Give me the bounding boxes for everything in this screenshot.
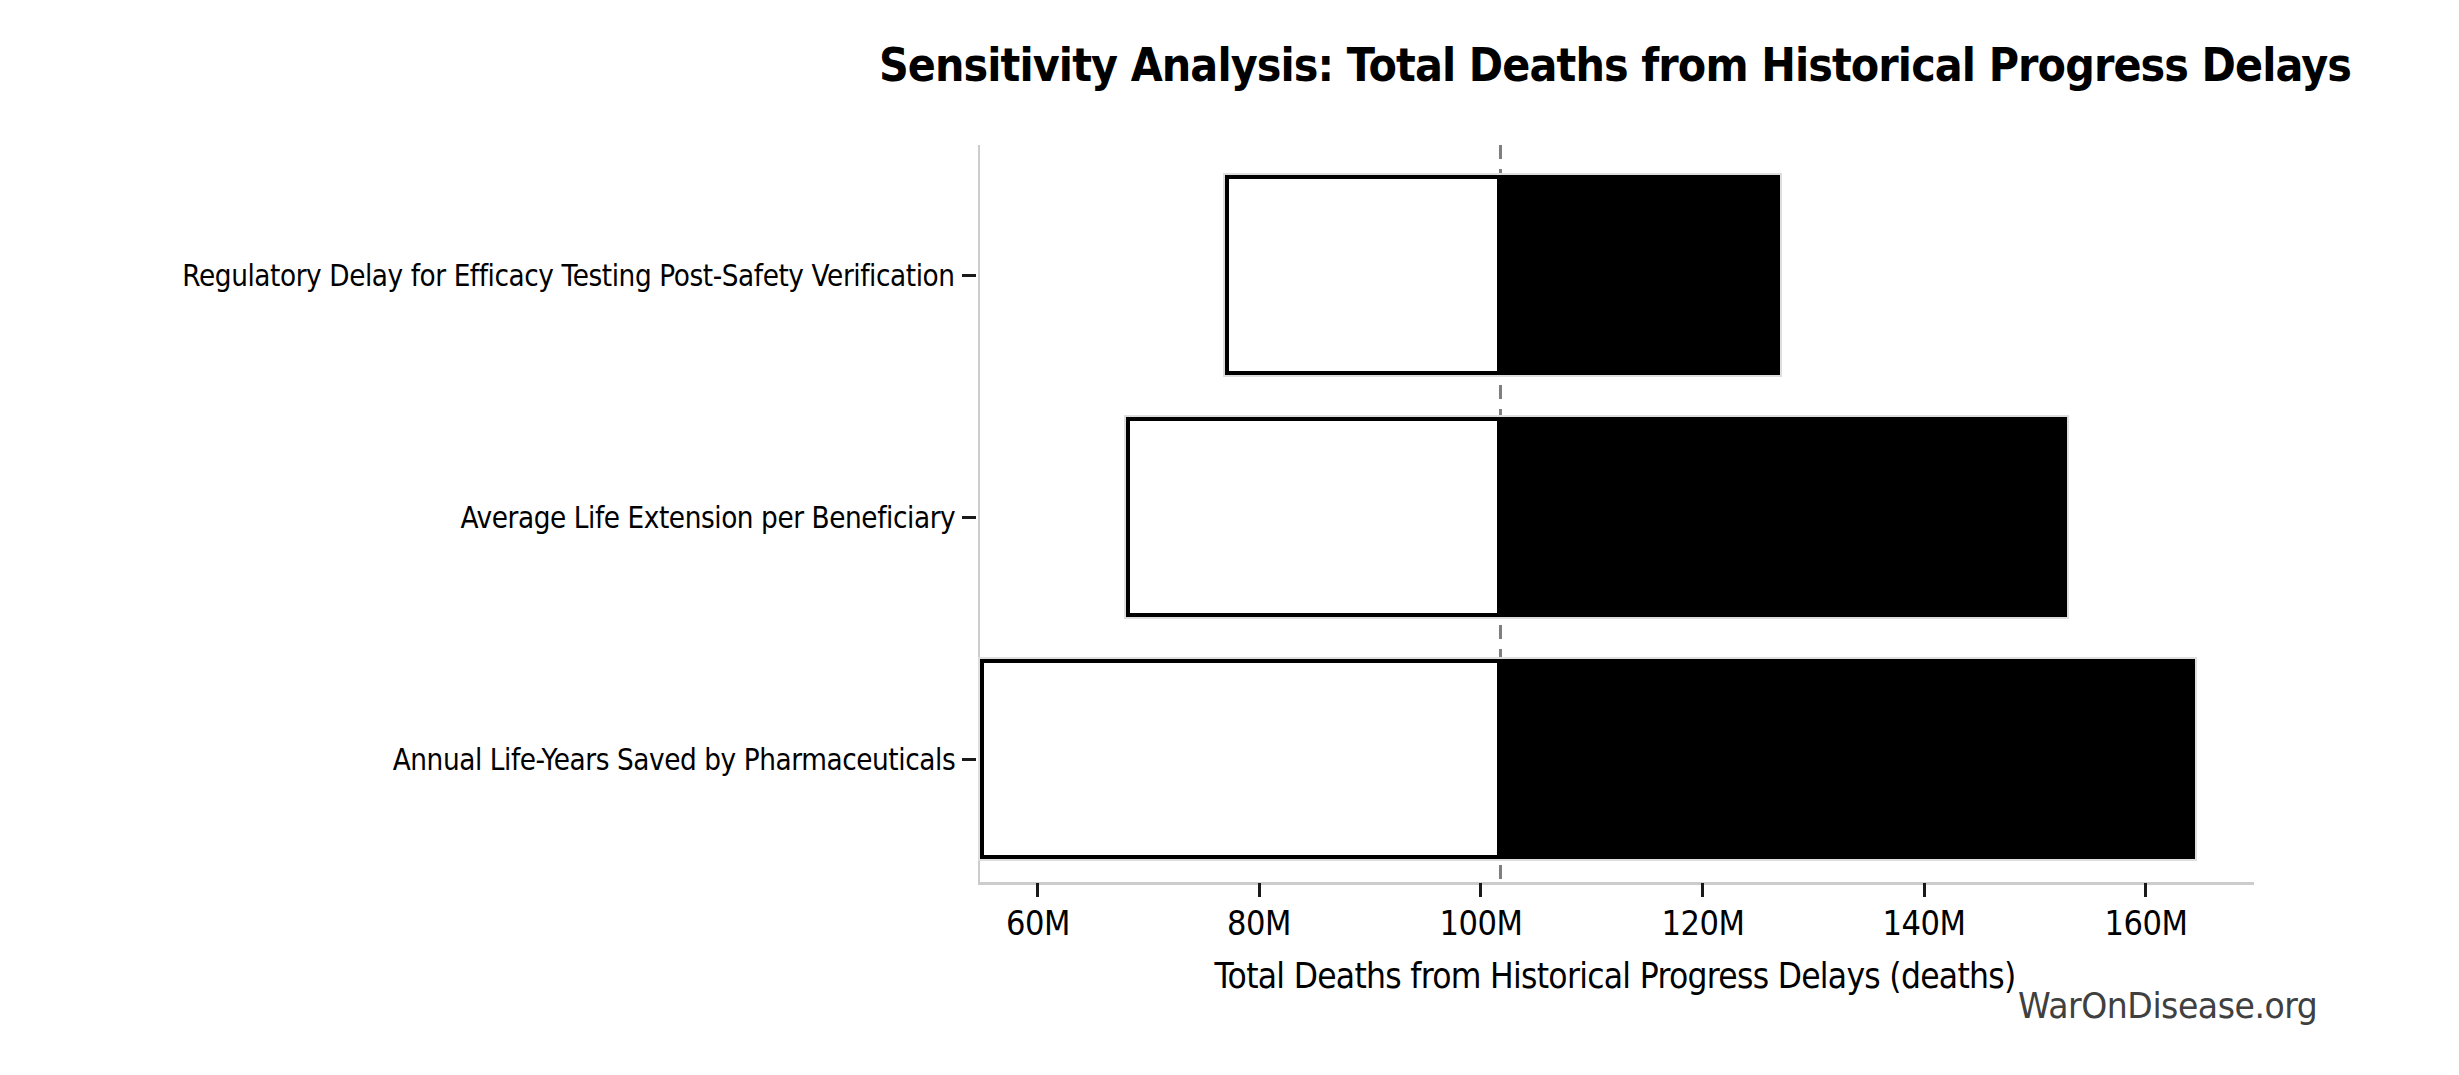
x-tick-mark	[2144, 883, 2147, 897]
x-tick-label: 140M	[1883, 903, 1966, 943]
y-axis-category-label: Average Life Extension per Beneficiary	[460, 500, 955, 535]
y-tick-mark	[962, 758, 976, 761]
bar-low-segment	[980, 659, 1501, 859]
y-tick-mark	[962, 274, 976, 277]
x-tick-label: 60M	[1006, 903, 1070, 943]
tornado-bar	[980, 659, 2195, 859]
x-tick-label: 100M	[1439, 903, 1522, 943]
bar-high-segment	[1501, 175, 1780, 375]
y-tick-mark	[962, 516, 976, 519]
y-axis-category-label: Regulatory Delay for Efficacy Testing Po…	[183, 258, 955, 293]
tornado-bar	[1225, 175, 1780, 375]
bar-high-segment	[1501, 659, 2196, 859]
x-tick-mark	[1701, 883, 1704, 897]
x-tick-label: 80M	[1227, 903, 1291, 943]
plot-area	[978, 145, 2254, 885]
x-tick-mark	[1479, 883, 1482, 897]
watermark-text: WarOnDisease.org	[2018, 985, 2317, 1026]
y-axis-category-label: Annual Life-Years Saved by Pharmaceutica…	[393, 742, 955, 777]
x-tick-label: 160M	[2104, 903, 2187, 943]
chart-figure: Sensitivity Analysis: Total Deaths from …	[0, 0, 2459, 1075]
x-tick-mark	[1923, 883, 1926, 897]
x-tick-mark	[1036, 883, 1039, 897]
x-tick-mark	[1258, 883, 1261, 897]
x-axis-label: Total Deaths from Historical Progress De…	[1214, 956, 2015, 996]
chart-title: Sensitivity Analysis: Total Deaths from …	[879, 38, 2351, 92]
tornado-bar	[1126, 417, 2067, 617]
bar-high-segment	[1501, 417, 2067, 617]
x-tick-label: 120M	[1661, 903, 1744, 943]
bar-low-segment	[1225, 175, 1501, 375]
bar-low-segment	[1126, 417, 1500, 617]
